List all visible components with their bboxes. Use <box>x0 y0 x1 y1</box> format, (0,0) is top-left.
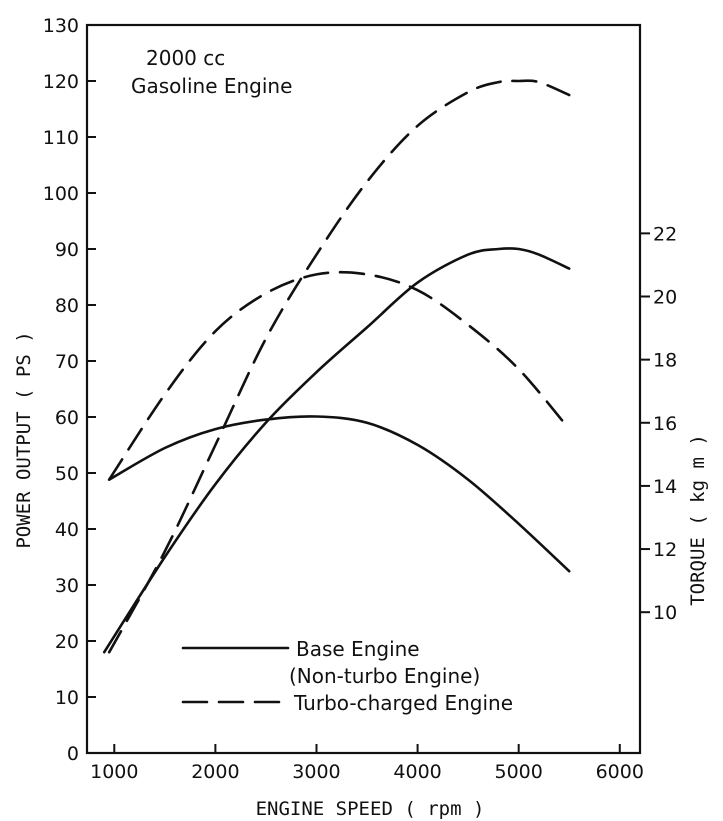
y-tick-label: 60 <box>55 407 79 429</box>
y2-tick-label: 14 <box>653 476 677 498</box>
y-tick-label: 80 <box>55 295 79 317</box>
annotation-line-1: 2000 cc <box>146 46 225 70</box>
series-curves <box>102 79 571 654</box>
x-axis-title: ENGINE SPEED ( rpm ) <box>256 798 485 820</box>
y-tick-label: 90 <box>55 239 79 261</box>
y2-tick-label: 20 <box>653 287 677 309</box>
y-tick-label: 120 <box>43 71 79 93</box>
y-tick-label: 130 <box>43 15 79 37</box>
y2-tick-label: 18 <box>653 350 677 372</box>
y2-tick-label: 10 <box>653 602 677 624</box>
legend-label-turbo: Turbo-charged Engine <box>293 691 513 715</box>
x-tick-label: 3000 <box>292 761 340 783</box>
x-tick-label: 4000 <box>393 761 441 783</box>
x-tick-label: 6000 <box>596 761 644 783</box>
y-tick-label: 10 <box>55 687 79 709</box>
y-tick-label: 0 <box>67 743 79 765</box>
annotation-line-2: Gasoline Engine <box>131 74 292 98</box>
legend-label-non-turbo: (Non-turbo Engine) <box>289 664 480 688</box>
legend: Base Engine (Non-turbo Engine) Turbo-cha… <box>181 637 513 715</box>
y-tick-label: 30 <box>55 575 79 597</box>
y-tick-label: 40 <box>55 519 79 541</box>
turbo-power-curve <box>107 79 571 654</box>
y2-axis-title: TORQUE ( kg m ) <box>687 434 709 606</box>
axis-ticks: 0 10 20 30 40 50 60 70 80 90 100 110 120 130 1000 2000 3… <box>43 15 677 783</box>
y2-tick-label: 16 <box>653 413 677 435</box>
legend-label-base: Base Engine <box>296 637 420 661</box>
x-tick-label: 2000 <box>191 761 239 783</box>
x-tick-label: 1000 <box>90 761 138 783</box>
y2-tick-label: 22 <box>653 223 677 245</box>
y-axis-title: POWER OUTPUT ( PS ) <box>13 331 35 548</box>
base-power-curve <box>102 247 571 654</box>
base-torque-curve <box>107 415 571 573</box>
x-tick-label: 5000 <box>495 761 543 783</box>
y2-tick-label: 12 <box>653 539 677 561</box>
y-tick-label: 110 <box>43 127 79 149</box>
y-tick-label: 100 <box>43 183 79 205</box>
turbo-torque-curve <box>107 270 571 481</box>
y-tick-label: 20 <box>55 631 79 653</box>
plot-frame <box>85 23 642 755</box>
y-tick-label: 50 <box>55 463 79 485</box>
y-tick-label: 70 <box>55 351 79 373</box>
